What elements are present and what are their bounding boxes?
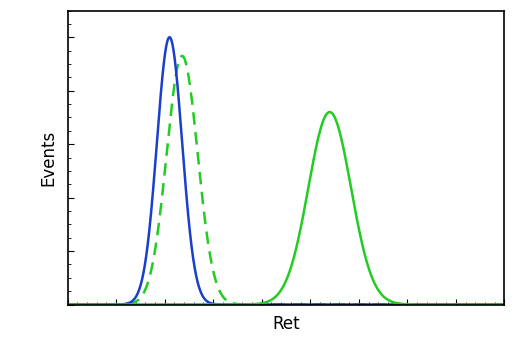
Y-axis label: Events: Events xyxy=(39,130,57,186)
X-axis label: Ret: Ret xyxy=(272,315,300,333)
